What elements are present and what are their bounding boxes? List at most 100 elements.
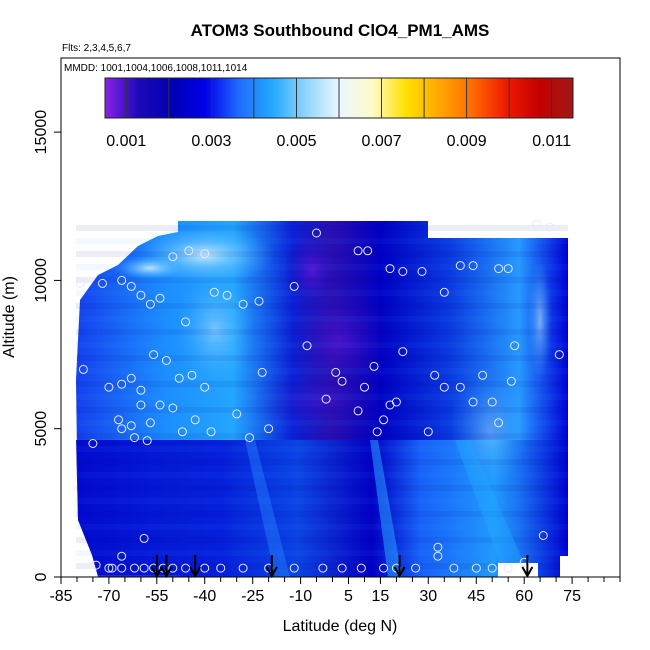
sample-point	[331, 367, 341, 377]
colorbar: MMDD: 1001,1004,1006,1008,1011,1014 0.00…	[64, 63, 574, 150]
sample-point	[494, 264, 504, 274]
heatmap-band	[76, 329, 568, 335]
y-tick-label: 10000	[33, 258, 50, 303]
heatmap-band	[76, 277, 568, 283]
flight-markers	[150, 555, 534, 579]
heatmap-band	[76, 316, 568, 322]
chart-title: ATOM3 Southbound ClO4_PM1_AMS	[191, 21, 490, 40]
sample-point	[168, 403, 178, 413]
heatmap-band	[76, 563, 568, 569]
sample-point	[155, 400, 165, 410]
flight-marker-head	[265, 566, 278, 579]
sample-point	[433, 551, 443, 561]
sample-point	[181, 563, 191, 573]
x-tick-label: -70	[97, 588, 120, 605]
y-tick-label: 0	[33, 572, 50, 581]
sample-point	[222, 290, 232, 300]
x-tick-label: -10	[289, 588, 312, 605]
sample-point	[439, 287, 449, 297]
flight-marker-head	[521, 566, 534, 579]
x-tick-label: -25	[241, 588, 264, 605]
x-axis-label: Latitude (deg N)	[283, 618, 398, 635]
sample-point	[433, 542, 443, 552]
sample-point	[423, 427, 433, 437]
sample-point	[353, 406, 363, 416]
heatmap-gap	[560, 556, 572, 577]
sample-point	[139, 563, 149, 573]
sample-point	[209, 287, 219, 297]
heatmap-band	[76, 381, 568, 387]
heatmap-band	[76, 251, 568, 257]
sample-point	[468, 261, 478, 271]
sample-point	[190, 415, 200, 425]
colorbar-tick-label: 0.005	[276, 133, 316, 150]
sample-point	[302, 341, 312, 351]
x-tick-label: 45	[467, 588, 485, 605]
heatmap-band	[76, 394, 568, 400]
heatmap-band	[76, 472, 568, 478]
flight-marker-head	[189, 566, 202, 579]
sample-point	[184, 246, 194, 256]
colorbar-tick-label: 0.009	[447, 133, 487, 150]
sample-point	[385, 264, 395, 274]
x-tick-label: -55	[145, 588, 168, 605]
heatmap-band	[76, 524, 568, 530]
sample-point	[117, 379, 127, 389]
sample-point	[356, 563, 366, 573]
sample-point	[487, 563, 497, 573]
sample-point	[177, 427, 187, 437]
sample-point	[117, 551, 127, 561]
colorbar-labels: 0.001 0.003 0.005 0.007 0.009 0.011	[106, 133, 571, 150]
heatmap-band	[76, 485, 568, 491]
sample-point	[155, 293, 165, 303]
colorbar-tick-label: 0.003	[191, 133, 231, 150]
x-tick-label: -40	[193, 588, 216, 605]
sample-point	[510, 341, 520, 351]
x-tick-label: 75	[563, 588, 581, 605]
heatmap-patch-light	[115, 256, 185, 280]
x-tick-label: 15	[372, 588, 390, 605]
sample-point	[439, 382, 449, 392]
sample-point	[264, 424, 274, 434]
sample-point	[449, 563, 459, 573]
sample-point	[254, 296, 264, 306]
sample-point	[398, 267, 408, 276]
sample-point	[161, 356, 171, 365]
heatmap-band	[76, 303, 568, 309]
sample-point	[360, 382, 369, 392]
heatmap-band	[76, 355, 568, 361]
sample-point	[391, 397, 401, 407]
heatmap-band	[76, 238, 568, 244]
sample-point	[136, 290, 146, 300]
heatmap-field	[76, 221, 572, 577]
sample-point	[455, 382, 465, 392]
heatmap-band	[76, 368, 568, 374]
sample-point	[353, 246, 363, 256]
sample-point	[471, 563, 481, 573]
sample-point	[136, 400, 146, 410]
sample-point	[398, 347, 408, 357]
heatmap-band	[76, 537, 568, 543]
sample-points	[75, 219, 564, 573]
heatmap-band	[76, 433, 568, 439]
sample-point	[337, 563, 347, 573]
sample-point	[107, 563, 117, 573]
sample-point	[117, 563, 127, 573]
sample-point	[245, 433, 254, 443]
sample-point	[88, 439, 98, 448]
sample-point	[75, 278, 85, 288]
sample-point	[126, 373, 136, 383]
sample-point	[238, 563, 248, 573]
sample-point	[136, 385, 146, 395]
sample-point	[455, 261, 465, 271]
sample-point	[104, 382, 114, 392]
sample-point	[372, 427, 382, 437]
sample-point	[139, 533, 149, 543]
x-tick-label: -85	[49, 588, 72, 605]
heatmap-patch-light	[528, 260, 552, 380]
sample-point	[506, 376, 516, 386]
sample-point	[363, 246, 373, 256]
sample-point	[312, 228, 321, 238]
y-tick-label: 5000	[33, 411, 50, 447]
